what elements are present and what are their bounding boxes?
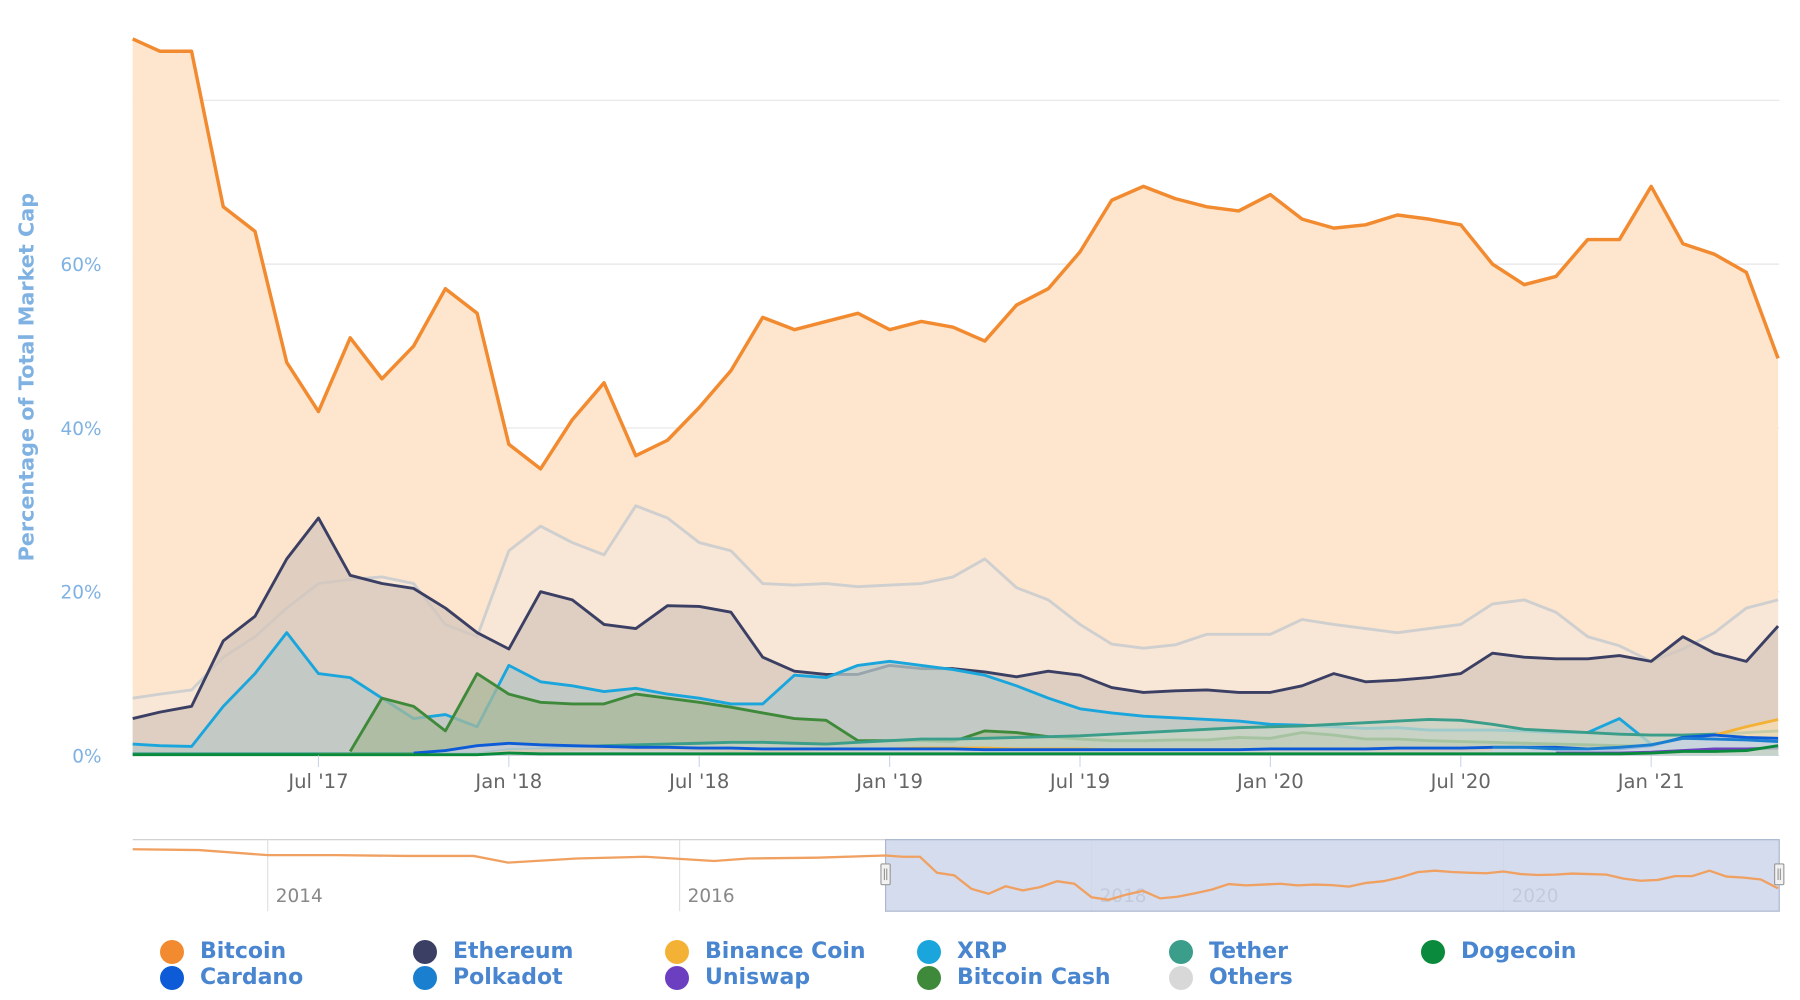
legend-marker-icon: [1169, 965, 1193, 990]
legend-marker-icon: [413, 939, 437, 964]
y-tick-label: 0%: [72, 746, 101, 767]
y-tick-label: 60%: [61, 255, 102, 276]
y-axis: 0% 20% 40% 60%: [61, 255, 102, 767]
legend-marker-icon: [160, 965, 184, 990]
legend-label: Bitcoin: [200, 939, 287, 964]
line-polkadot[interactable]: [1492, 736, 1779, 751]
legend-marker-icon: [160, 939, 184, 964]
legend-label: Polkadot: [453, 965, 563, 990]
x-tick-label: Jul '20: [1429, 770, 1491, 793]
y-tick-label: 40%: [61, 419, 102, 440]
x-tick-label: Jan '21: [1616, 770, 1685, 793]
legend-item-binance-coin[interactable]: Binance Coin: [665, 939, 866, 964]
legend-label: Cardano: [200, 965, 304, 990]
x-tick-label: Jul '18: [667, 770, 729, 793]
line-bitcoin[interactable]: [131, 37, 1780, 471]
legend-label: Ethereum: [453, 939, 574, 964]
legend-label: Uniswap: [705, 965, 811, 990]
legend-item-bitcoin-cash[interactable]: Bitcoin Cash: [917, 965, 1111, 990]
legend-item-bitcoin[interactable]: Bitcoin: [160, 939, 286, 964]
legend-label: Binance Coin: [705, 939, 866, 964]
y-tick-label: 20%: [61, 583, 102, 604]
legend-item-dogecoin[interactable]: Dogecoin: [1421, 939, 1576, 964]
line-dogecoin[interactable]: [132, 744, 1779, 757]
legend-item-tether[interactable]: Tether: [1169, 939, 1288, 964]
navigator-line: [132, 848, 1779, 901]
legend-item-others[interactable]: Others: [1169, 965, 1293, 990]
legend-item-cardano[interactable]: Cardano: [160, 965, 303, 990]
x-tick-label: Jan '18: [473, 770, 542, 793]
legend-item-uniswap[interactable]: Uniswap: [665, 965, 810, 990]
x-tick-label: Jul '17: [286, 770, 348, 793]
navigator-tick-label: 2016: [688, 886, 735, 907]
navigator-tick-label: 2014: [276, 886, 323, 907]
range-navigator[interactable]: 2014201620182020: [132, 839, 1785, 912]
legend-label: Others: [1209, 965, 1293, 990]
legend-marker-icon: [665, 965, 689, 990]
navigator-handle-left[interactable]: [880, 863, 891, 886]
legend-marker-icon: [917, 939, 941, 964]
legend-label: XRP: [957, 939, 1008, 964]
x-axis: Jul '17 Jan '18 Jul '18 Jan '19 Jul '19 Jan '…: [286, 755, 1685, 793]
legend-marker-icon: [917, 965, 941, 990]
area-tether: [132, 719, 1779, 756]
area-cardano: [413, 735, 1779, 756]
legend-label: Tether: [1209, 939, 1288, 964]
x-tick-label: Jul '19: [1048, 770, 1110, 793]
legend-label: Bitcoin Cash: [957, 965, 1111, 990]
navigator-handle-right[interactable]: [1774, 863, 1785, 886]
y-axis-title: Percentage of Total Market Cap: [14, 193, 38, 562]
x-tick-label: Jan '20: [1235, 770, 1304, 793]
navigator-selection[interactable]: [884, 839, 1780, 912]
legend-item-xrp[interactable]: XRP: [917, 939, 1007, 964]
legend-marker-icon: [665, 939, 689, 964]
area-bitcoin-cash: [350, 673, 1779, 756]
handle-grip[interactable]: [1774, 863, 1785, 886]
x-tick-label: Jan '19: [854, 770, 923, 793]
legend-item-ethereum[interactable]: Ethereum: [413, 939, 573, 964]
legend-marker-icon: [413, 965, 437, 990]
legend-label: Dogecoin: [1461, 939, 1577, 964]
handle-grip[interactable]: [880, 863, 891, 886]
legend-item-polkadot[interactable]: Polkadot: [413, 965, 563, 990]
legend-marker-icon: [1169, 939, 1193, 964]
legend-marker-icon: [1421, 939, 1445, 964]
line-others[interactable]: [132, 504, 1779, 700]
series-areas: [131, 37, 1780, 757]
